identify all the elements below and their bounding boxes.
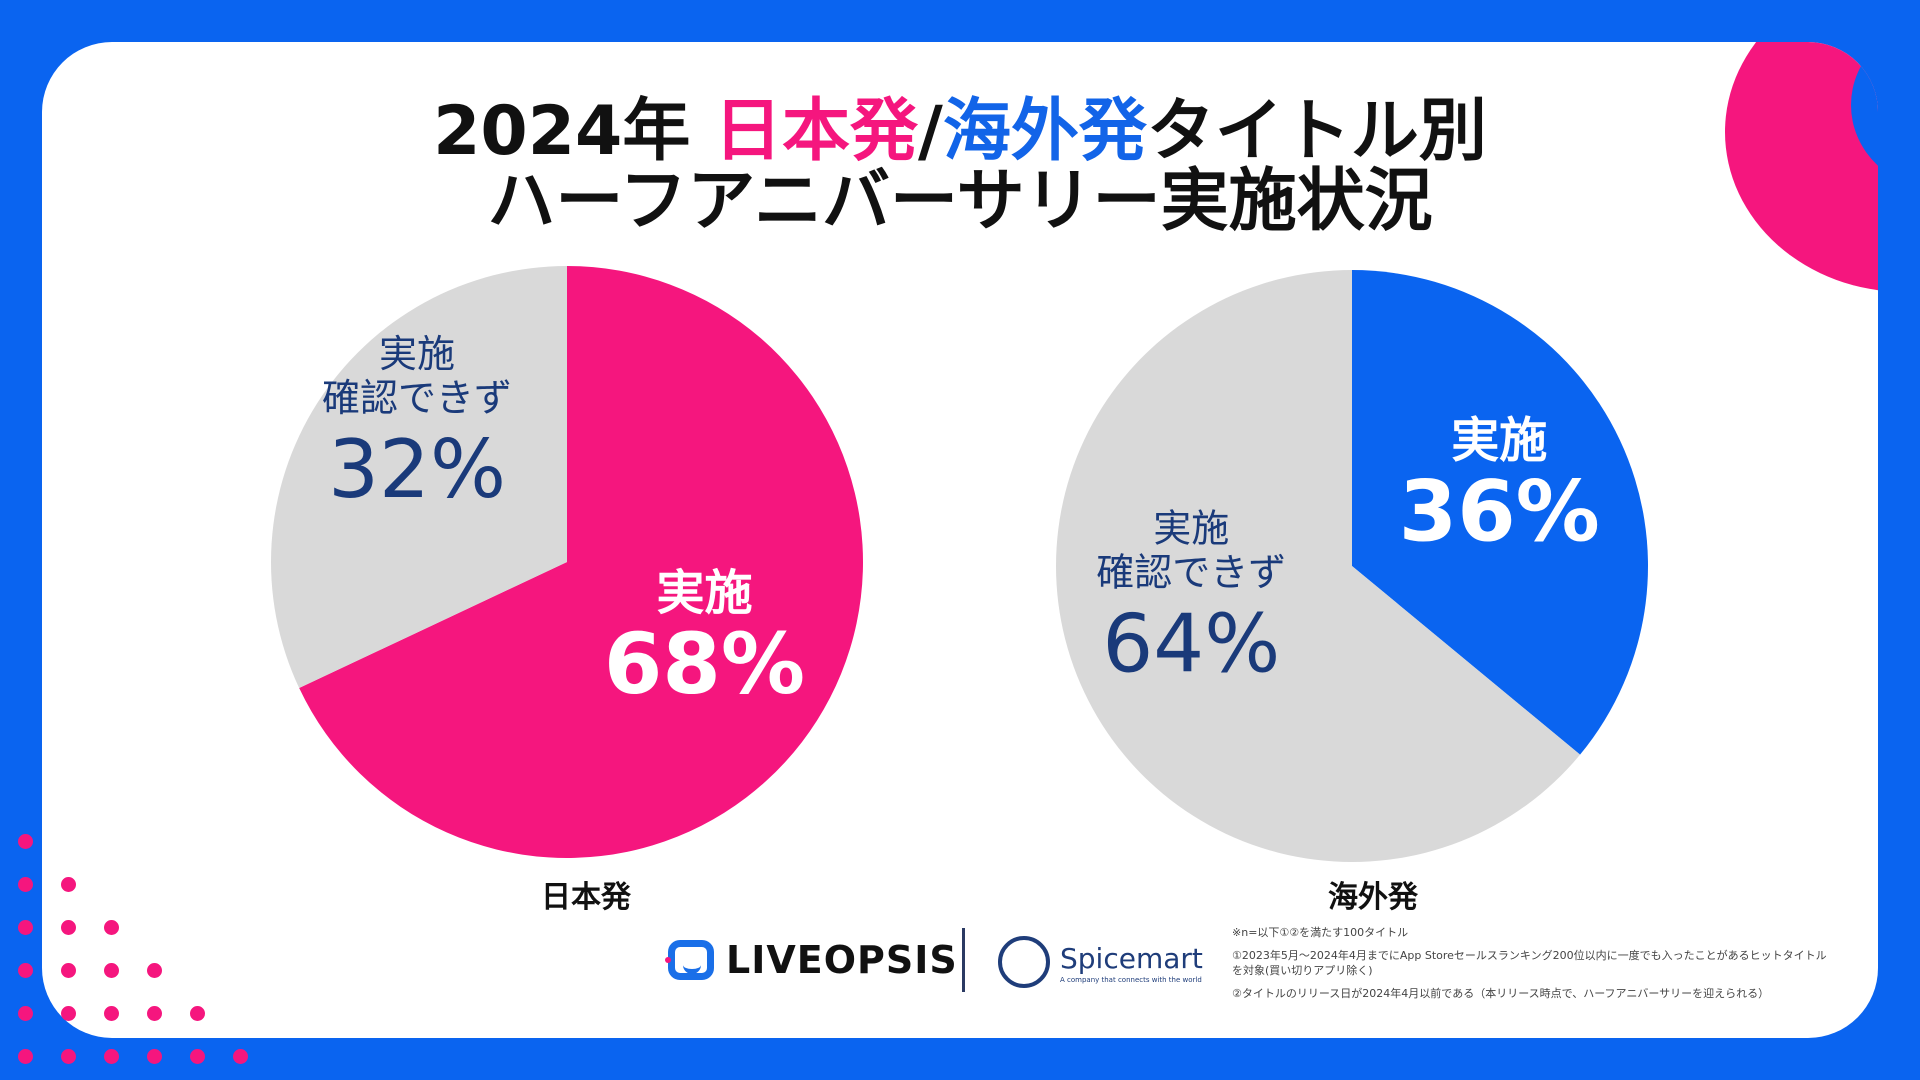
decor-dot <box>18 963 33 978</box>
japan-label-not-confirmed-2: 確認できず <box>322 376 512 420</box>
decor-dot <box>18 920 33 935</box>
overseas-slice-not-confirmed <box>1056 270 1581 862</box>
decor-dot <box>18 1006 33 1021</box>
logo-divider <box>962 928 965 992</box>
footnotes: ※n=以下①②を満たす100タイトル ①2023年5月〜2024年4月までにAp… <box>1232 926 1832 1010</box>
chart-title-line2: ハーフアニバーサリー実施状況 <box>487 162 1433 241</box>
decor-dot <box>104 1006 119 1021</box>
overseas-label-done: 実施 <box>1451 413 1547 469</box>
japan-slice-done <box>299 266 863 858</box>
chart-title-line1: 2024年 日本発/海外発タイトル別 <box>433 92 1487 171</box>
japan-slice-not-confirmed <box>271 266 567 689</box>
footnote-sample: ※n=以下①②を満たす100タイトル <box>1232 926 1409 939</box>
decor-dot <box>147 963 162 978</box>
spicemart-logo-text: Spicemart <box>1060 942 1203 975</box>
decor-dot <box>18 834 33 849</box>
decor-dot <box>147 1049 162 1064</box>
decor-dot <box>104 963 119 978</box>
decor-dot <box>18 1049 33 1064</box>
footnote-condition-2: ②タイトルのリリース日が2024年4月以前である（本リリース時点で、ハーフアニバ… <box>1232 986 1770 1000</box>
overseas-label-not-confirmed-1: 実施 <box>1153 507 1229 551</box>
decor-dot <box>190 1006 205 1021</box>
decor-dot <box>233 1049 248 1064</box>
overseas-label-not-confirmed-2: 確認できず <box>1096 551 1286 595</box>
decor-dot <box>104 1049 119 1064</box>
decor-dot <box>147 1006 162 1021</box>
liveopsis-logo-text: LIVEOPSIS <box>726 938 958 982</box>
japan-value-done: 68% <box>604 615 805 713</box>
title-japan: 日本発 <box>714 92 919 171</box>
title-overseas: 海外発 <box>942 92 1147 171</box>
decor-dot <box>190 1049 205 1064</box>
overseas-value-done: 36% <box>1399 463 1600 561</box>
spicemart-tagline: A company that connects with the world <box>1060 976 1202 984</box>
japan-value-not-confirmed: 32% <box>328 423 506 516</box>
globe-icon <box>998 936 1050 988</box>
decor-dot <box>61 963 76 978</box>
spicemart-logo: Spicemart A company that connects with t… <box>994 932 1203 992</box>
japan-chart-caption: 日本発 <box>541 880 631 915</box>
decor-dot <box>104 920 119 935</box>
footnote-condition-1: ①2023年5月〜2024年4月までにApp Storeセールスランキング200… <box>1232 949 1827 977</box>
decor-dot <box>61 1049 76 1064</box>
decor-dot <box>18 877 33 892</box>
japan-label-done: 実施 <box>656 565 752 621</box>
overseas-slice-done <box>1352 270 1648 755</box>
overseas-value-not-confirmed: 64% <box>1102 598 1280 691</box>
overseas-chart-caption: 海外発 <box>1328 880 1418 915</box>
decor-dot <box>61 920 76 935</box>
decor-dot <box>61 1006 76 1021</box>
liveopsis-logo-icon <box>665 940 714 980</box>
japan-label-not-confirmed-1: 実施 <box>379 332 455 376</box>
liveopsis-logo: LIVEOPSIS <box>665 938 958 982</box>
decor-dot <box>61 877 76 892</box>
